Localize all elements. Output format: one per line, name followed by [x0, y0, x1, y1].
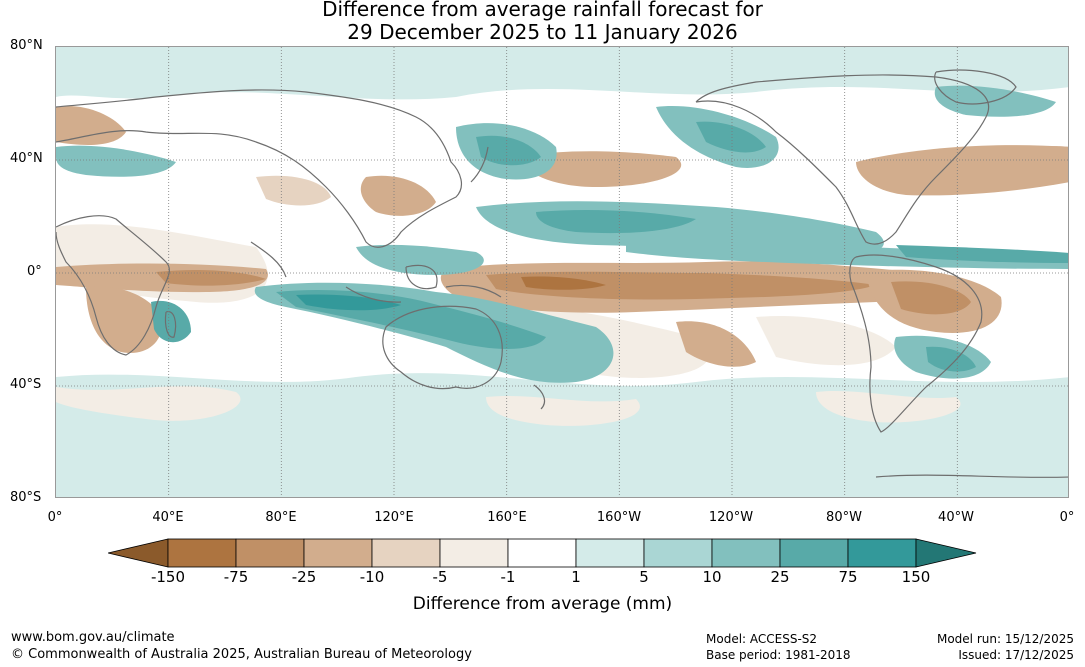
lat-label-80n: 80°N: [10, 38, 43, 53]
colorbar-swatch: [235, 538, 305, 568]
colorbar-arrow-high: [915, 538, 977, 568]
coastline-greenland: [934, 69, 1017, 105]
coastline-new-zealand: [533, 384, 546, 410]
lon-label-120w: 120°W: [708, 510, 754, 525]
lon-label-160w: 160°W: [596, 510, 642, 525]
colorbar-tick-label: -1: [500, 568, 516, 586]
colorbar-title: Difference from average (mm): [412, 594, 673, 614]
lon-label-40w: 40°W: [938, 510, 974, 525]
colorbar-swatch: [371, 538, 441, 568]
lon-label-0-east: 0°: [1059, 510, 1075, 525]
coastline-eurasia: [56, 89, 463, 248]
map-title-line1: Difference from average rainfall forecas…: [322, 0, 763, 21]
lat-label-80s: 80°S: [10, 490, 42, 505]
map-title-line2: 29 December 2025 to 11 January 2026: [347, 20, 738, 44]
colorbar-tick-label: 25: [770, 568, 790, 586]
coastline-antarctica: [875, 474, 1068, 478]
colorbar-swatch: [779, 538, 849, 568]
graticule: [56, 47, 1068, 497]
map-svg: [56, 47, 1068, 497]
colorbar-swatch: [439, 538, 509, 568]
coastline-sumatra-java: [345, 286, 402, 303]
lon-label-0-west: 0°: [47, 510, 63, 525]
lat-label-40s: 40°S: [10, 377, 42, 392]
colorbar-tick-label: -25: [291, 568, 317, 586]
colorbar-tick-label: 150: [901, 568, 931, 586]
coastline-japan: [470, 146, 489, 183]
lon-label-80w: 80°W: [826, 510, 862, 525]
lon-label-80e: 80°E: [265, 510, 297, 525]
lat-label-40n: 40°N: [10, 151, 43, 166]
coastline-africa: [56, 215, 170, 356]
lon-label-160e: 160°E: [487, 510, 527, 525]
colorbar-swatch: [847, 538, 917, 568]
colorbar-tick-label: -10: [359, 568, 385, 586]
colorbar-tick-label: 1: [571, 568, 581, 586]
coastlines: [56, 69, 1068, 478]
colorbar-swatch: [643, 538, 713, 568]
lon-label-40e: 40°E: [152, 510, 184, 525]
anomaly-wet-layer: [56, 85, 1068, 383]
colorbar-tick-label: -75: [223, 568, 249, 586]
colorbar-tick-label: 10: [702, 568, 722, 586]
footer-copyright: © Commonwealth of Australia 2025, Austra…: [11, 647, 472, 662]
footer-website: www.bom.gov.au/climate: [11, 630, 175, 645]
coastline-australia: [382, 305, 503, 390]
colorbar-tick-label: 5: [639, 568, 649, 586]
coastline-borneo: [405, 264, 438, 290]
colorbar-swatch: [507, 538, 577, 568]
coastline-new-guinea: [445, 284, 502, 298]
footer-model-run: Model run: 15/12/2025: [936, 632, 1074, 646]
coastline-south-america: [849, 254, 983, 433]
colorbar-swatch: [575, 538, 645, 568]
coastline-madagascar: [164, 311, 177, 338]
colorbar-arrow-low: [108, 538, 169, 568]
footer-model: Model: ACCESS-S2: [706, 632, 818, 646]
colorbar-tick-label: -5: [432, 568, 448, 586]
colorbar-swatch: [167, 538, 237, 568]
colorbar-swatch: [711, 538, 781, 568]
colorbar-swatch: [303, 538, 373, 568]
footer-issued: Issued: 17/12/2025: [958, 648, 1074, 662]
footer-base-period: Base period: 1981-2018: [706, 648, 851, 662]
colorbar-tick-label: 75: [838, 568, 858, 586]
lat-label-equator: 0°: [27, 264, 42, 279]
colorbar: [108, 538, 977, 568]
coastline-north-america: [695, 74, 990, 245]
colorbar-tick-label: -150: [150, 568, 186, 586]
rainfall-anomaly-map: [55, 46, 1069, 498]
lon-label-120e: 120°E: [374, 510, 414, 525]
